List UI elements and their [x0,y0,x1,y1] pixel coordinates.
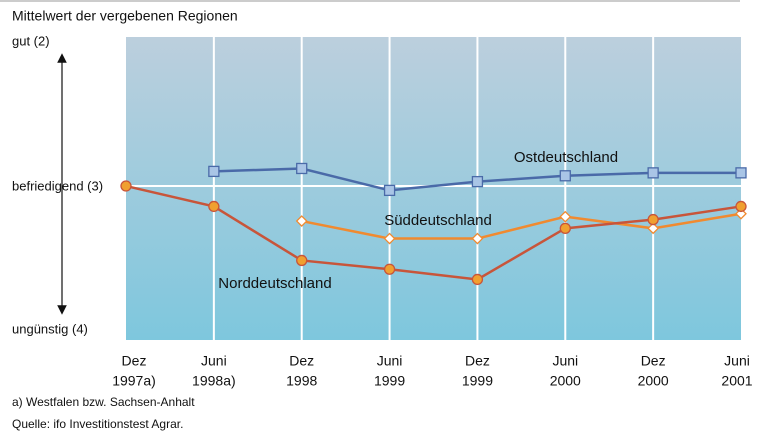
marker [295,215,308,227]
marker [471,273,484,286]
x-tick-label: Juni [201,353,227,369]
source: Quelle: ifo Investitionstest Agrar. [12,417,183,431]
y-tick-label: befriedigend (3) [12,178,103,193]
x-tick-label: 2001 [721,373,752,389]
series-line [301,212,742,240]
marker [120,180,132,192]
x-tick-label: 1999 [462,373,493,389]
y-tick-label: ungünstig (4) [12,321,88,336]
series-label: Süddeutschland [384,212,492,229]
series-label: Ostdeutschland [514,149,618,166]
x-tick-label: Dez [289,353,314,369]
marker [559,210,572,223]
plot-area [126,37,741,340]
x-tick-label: 2000 [638,373,669,389]
x-tick-label: Dez [465,353,490,369]
marker [647,222,660,235]
marker [647,213,659,226]
footnote: a) Westfalen bzw. Sachsen-Anhalt [12,395,195,409]
x-tick-label: 1998a) [192,373,236,389]
marker [471,232,484,245]
marker [735,167,747,179]
marker [383,232,396,245]
marker [208,165,220,178]
x-tick-label: Dez [641,353,666,369]
series-line [125,184,742,281]
marker [471,175,484,188]
marker [647,167,659,179]
x-tick-label: 1998 [286,373,317,389]
marker [208,200,220,213]
marks [120,162,747,286]
marker [296,162,308,175]
marker [383,263,396,275]
marker [383,184,396,197]
chart-title: Mittelwert der vergebenen Regionen [12,8,238,24]
marker [559,222,571,234]
marker [559,170,571,182]
y-tick-label: gut (2) [12,33,50,48]
x-tick-label: Juni [724,353,750,369]
x-tick-label: 1999 [374,373,405,389]
x-tick-label: Dez [122,353,147,369]
x-tick-label: Juni [552,353,578,369]
marker [735,200,747,213]
marker [296,254,308,267]
series-label: Norddeutschland [218,275,331,292]
x-tick-label: 2000 [550,373,581,389]
x-tick-label: Juni [377,353,403,369]
x-tick-label: 1997a) [112,373,156,389]
